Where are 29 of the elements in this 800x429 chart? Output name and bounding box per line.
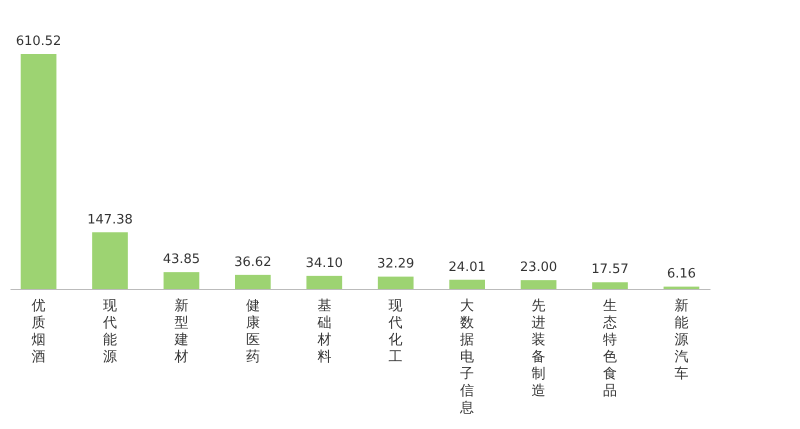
bar [449, 280, 485, 289]
data-label: 6.16 [666, 266, 696, 282]
data-label: 147.38 [87, 212, 133, 228]
bar [520, 280, 556, 289]
x-tick-label: 新能源汽车 [674, 298, 688, 382]
x-tick-label: 优质烟酒 [32, 298, 46, 365]
x-tick-label: 现代化工 [388, 298, 403, 365]
bar [306, 276, 342, 289]
data-label: 17.57 [591, 262, 629, 278]
x-tick-label: 健康医药 [246, 298, 260, 365]
bar [164, 272, 200, 289]
bar [378, 276, 414, 289]
x-tick-label: 基础材料 [316, 298, 332, 365]
data-label: 610.52 [16, 34, 62, 49]
x-tick-label: 大数据电子信息 [459, 298, 474, 416]
x-tick-label: 现代能源 [102, 298, 117, 365]
data-label: 24.01 [448, 260, 486, 275]
data-label: 43.85 [162, 252, 200, 268]
data-label: 36.62 [234, 254, 272, 270]
bar [592, 282, 628, 289]
data-label: 34.10 [306, 256, 343, 271]
data-label: 32.29 [377, 256, 414, 272]
bar [92, 232, 128, 289]
x-tick-label: 先进装备制造 [532, 298, 546, 399]
x-tick-label: 生态特色食品 [602, 298, 617, 399]
bar [20, 54, 56, 289]
bar [235, 274, 271, 289]
x-tick-label: 新型建材 [173, 298, 188, 365]
data-label: 23.00 [520, 260, 558, 276]
